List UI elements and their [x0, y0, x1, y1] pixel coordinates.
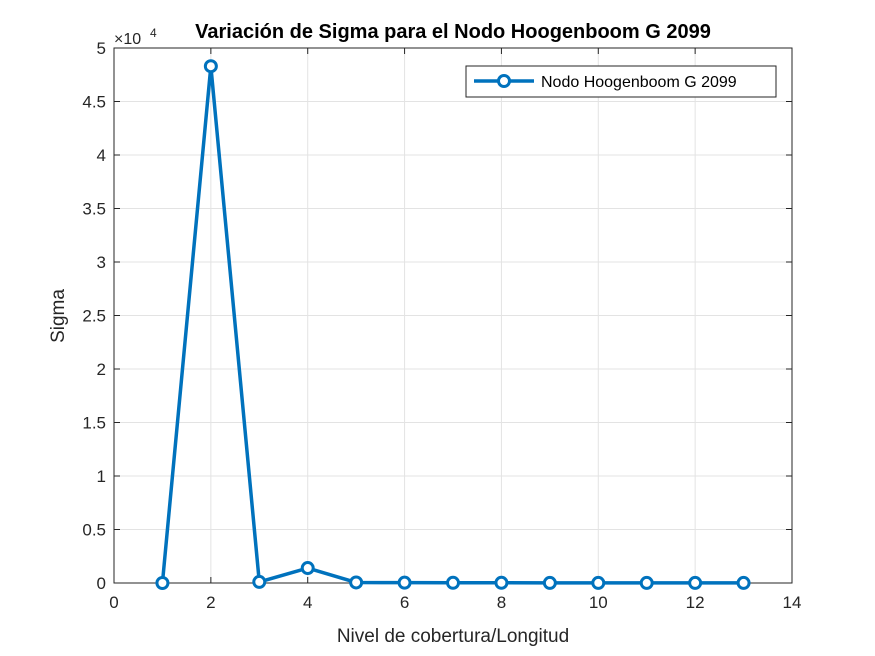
data-point: [446, 575, 460, 590]
y-tick-label: 1.5: [82, 414, 106, 433]
x-tick-label: 12: [686, 593, 705, 612]
y-tick-label: 5: [97, 39, 106, 58]
data-point: [542, 575, 557, 590]
data-point: [591, 575, 606, 590]
legend-entry-label: Nodo Hoogenboom G 2099: [541, 74, 737, 91]
legend: Nodo Hoogenboom G 2099: [465, 65, 777, 98]
data-point: [397, 575, 412, 590]
y-tick-label: 2: [97, 360, 106, 379]
legend-marker-sample: [497, 74, 511, 88]
y-tick-label: 0: [97, 574, 106, 593]
data-point: [252, 574, 267, 589]
data-point: [639, 575, 654, 590]
data-point: [688, 575, 703, 590]
x-axis-label: Nivel de cobertura/Longitud: [337, 626, 569, 647]
data-point: [494, 575, 509, 590]
data-point: [203, 59, 218, 74]
x-tick-label: 4: [303, 593, 312, 612]
data-point: [155, 576, 170, 590]
data-point: [349, 575, 364, 590]
y-axis-label: Sigma: [48, 289, 69, 343]
x-tick-label: 10: [589, 593, 608, 612]
data-point: [300, 561, 315, 576]
y-tick-label: 2.5: [82, 307, 106, 326]
x-tick-label: 6: [400, 593, 409, 612]
y-tick-label: 3.5: [82, 200, 106, 219]
x-tick-label: 2: [206, 593, 215, 612]
series-group: [155, 59, 751, 590]
y-tick-label: 3: [97, 253, 106, 272]
data-point: [736, 575, 751, 590]
y-tick-label: 4: [97, 146, 106, 165]
y-tick-label: 0.5: [82, 521, 106, 540]
y-exponent-power: 4: [150, 26, 157, 40]
x-tick-label: 0: [109, 593, 118, 612]
x-tick-label: 8: [497, 593, 506, 612]
y-tick-label: 4.5: [82, 93, 106, 112]
y-exponent-base: ×10: [114, 31, 141, 48]
chart-title: Variación de Sigma para el Nodo Hoogenbo…: [195, 21, 711, 43]
y-tick-label: 1: [97, 467, 106, 486]
ticks: 0 2 4 6 8 10 12 14 0 0.5 1 1.5 2 2.5 3 3.5 4 4.5 5: [82, 39, 801, 612]
x-tick-label: 14: [783, 593, 802, 612]
